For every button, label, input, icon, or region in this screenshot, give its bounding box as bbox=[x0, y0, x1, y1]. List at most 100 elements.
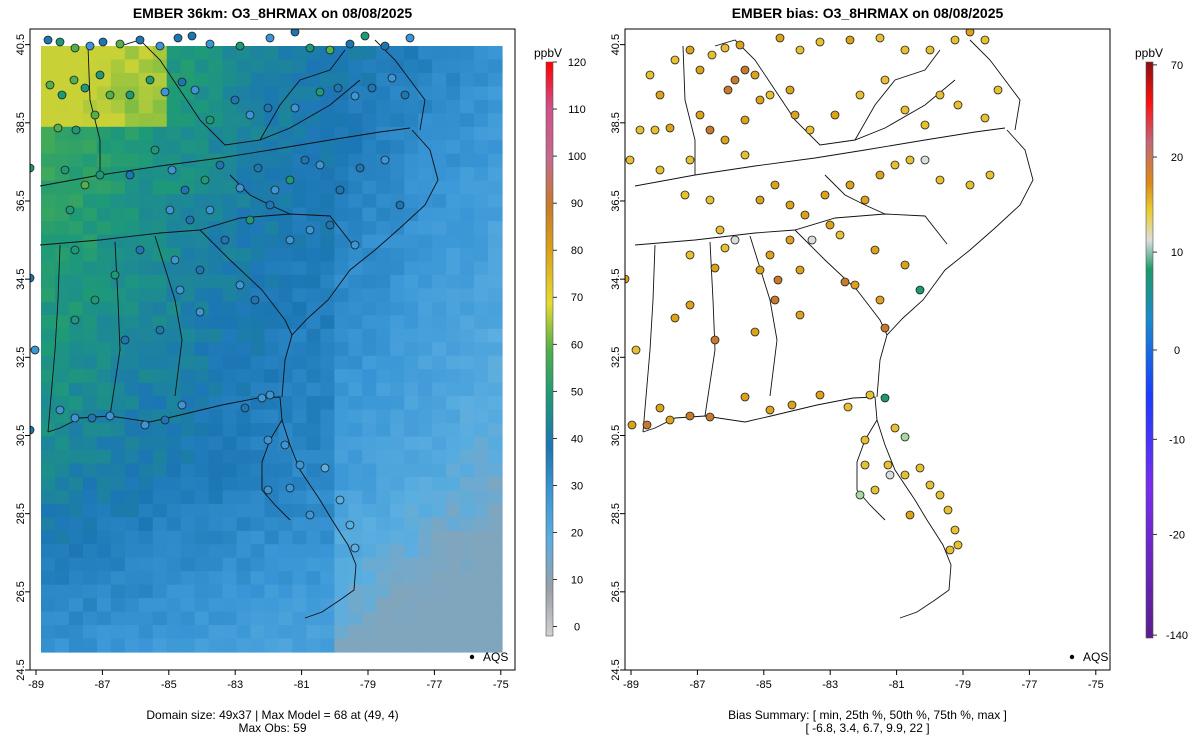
bias-station-marker bbox=[883, 460, 893, 470]
heatmap-cell bbox=[488, 611, 503, 626]
heatmap-cell bbox=[96, 584, 112, 599]
heatmap-cell bbox=[376, 490, 391, 505]
heatmap-cell bbox=[418, 72, 433, 87]
heatmap-cell bbox=[446, 315, 461, 330]
heatmap-cell bbox=[278, 301, 294, 316]
heatmap-cell bbox=[348, 476, 363, 491]
heatmap-cell bbox=[264, 342, 280, 357]
heatmap-cell bbox=[208, 288, 224, 303]
heatmap-cell bbox=[208, 261, 224, 276]
heatmap-cell bbox=[54, 463, 70, 478]
heatmap-cell bbox=[404, 46, 419, 61]
heatmap-cell bbox=[278, 517, 294, 532]
heatmap-cell bbox=[306, 436, 321, 451]
heatmap-cell bbox=[418, 571, 433, 586]
heatmap-cell bbox=[208, 315, 224, 330]
aqs-station-marker bbox=[265, 200, 275, 210]
heatmap-cell bbox=[376, 355, 391, 370]
heatmap-cell bbox=[236, 611, 252, 626]
heatmap-cell bbox=[404, 476, 419, 491]
heatmap-cell bbox=[320, 113, 335, 128]
state-boundary bbox=[634, 213, 948, 246]
heatmap-cell bbox=[96, 59, 112, 74]
colorbar-tick-label: 10 bbox=[571, 575, 583, 587]
heatmap-cell bbox=[250, 355, 266, 370]
heatmap-cell bbox=[110, 207, 126, 222]
heatmap-cell bbox=[474, 382, 489, 397]
heatmap-cell bbox=[446, 584, 461, 599]
heatmap-cell bbox=[82, 46, 98, 61]
left-colorbar bbox=[545, 61, 554, 637]
heatmap-cell bbox=[390, 59, 405, 74]
heatmap-cell bbox=[236, 450, 252, 465]
heatmap-cell bbox=[404, 194, 419, 209]
heatmap-cell bbox=[348, 72, 363, 87]
heatmap-cell bbox=[278, 611, 294, 626]
heatmap-cell bbox=[376, 59, 391, 74]
bias-station-marker bbox=[707, 50, 717, 60]
heatmap-cell bbox=[236, 342, 252, 357]
heatmap-cell bbox=[138, 611, 154, 626]
heatmap-cell bbox=[68, 584, 84, 599]
bias-station-marker bbox=[625, 274, 630, 284]
aqs-station-marker bbox=[145, 75, 155, 85]
heatmap-cell bbox=[390, 207, 405, 222]
heatmap-cell bbox=[124, 625, 140, 640]
heatmap-cell bbox=[278, 261, 294, 276]
heatmap-cell bbox=[362, 369, 377, 384]
heatmap-cell bbox=[96, 396, 112, 411]
heatmap-cell bbox=[68, 611, 84, 626]
heatmap-cell bbox=[446, 530, 461, 545]
heatmap-cell bbox=[82, 423, 98, 438]
heatmap-cell bbox=[250, 409, 266, 424]
heatmap-cell bbox=[390, 99, 405, 114]
heatmap-cell bbox=[376, 194, 391, 209]
colorbar-tick-label: -10 bbox=[1169, 434, 1185, 446]
aqs-station-marker bbox=[53, 123, 63, 133]
heatmap-cell bbox=[194, 369, 210, 384]
heatmap-cell bbox=[138, 450, 154, 465]
heatmap-cell bbox=[320, 638, 335, 653]
heatmap-cell bbox=[152, 557, 168, 572]
heatmap-cell bbox=[96, 140, 112, 155]
heatmap-cell bbox=[362, 517, 377, 532]
heatmap-cell bbox=[306, 274, 321, 289]
heatmap-cell bbox=[418, 59, 433, 74]
aqs-station-marker bbox=[305, 43, 315, 53]
heatmap-cell bbox=[320, 261, 335, 276]
heatmap-cell bbox=[138, 328, 154, 343]
heatmap-cell bbox=[390, 382, 405, 397]
heatmap-cell bbox=[404, 207, 419, 222]
heatmap-cell bbox=[292, 59, 308, 74]
heatmap-cell bbox=[264, 46, 280, 61]
heatmap-cell bbox=[432, 598, 447, 613]
heatmap-cell bbox=[278, 544, 294, 559]
heatmap-cell bbox=[166, 221, 182, 236]
heatmap-cell bbox=[488, 99, 503, 114]
heatmap-cell bbox=[292, 288, 308, 303]
heatmap-cell bbox=[474, 638, 489, 653]
heatmap-cell bbox=[152, 396, 168, 411]
state-boundary bbox=[704, 241, 716, 417]
heatmap-cell bbox=[96, 126, 112, 141]
heatmap-cell bbox=[292, 571, 308, 586]
heatmap-cell bbox=[54, 153, 70, 168]
bias-station-marker bbox=[855, 490, 865, 500]
aqs-station-marker bbox=[43, 35, 53, 45]
heatmap-cell bbox=[96, 625, 112, 640]
heatmap-cell bbox=[348, 382, 363, 397]
heatmap-cell bbox=[208, 409, 224, 424]
heatmap-cell bbox=[460, 436, 475, 451]
heatmap-cell bbox=[180, 113, 196, 128]
heatmap-cell bbox=[320, 517, 335, 532]
bias-station-marker bbox=[785, 200, 795, 210]
bias-station-marker bbox=[875, 170, 885, 180]
aqs-station-marker bbox=[250, 295, 260, 305]
heatmap-cell bbox=[390, 328, 405, 343]
heatmap-cell bbox=[82, 194, 98, 209]
heatmap-cell bbox=[82, 59, 98, 74]
heatmap-cell bbox=[460, 328, 475, 343]
heatmap-cell bbox=[124, 301, 140, 316]
heatmap-cell bbox=[348, 503, 363, 518]
heatmap-cell bbox=[250, 221, 266, 236]
